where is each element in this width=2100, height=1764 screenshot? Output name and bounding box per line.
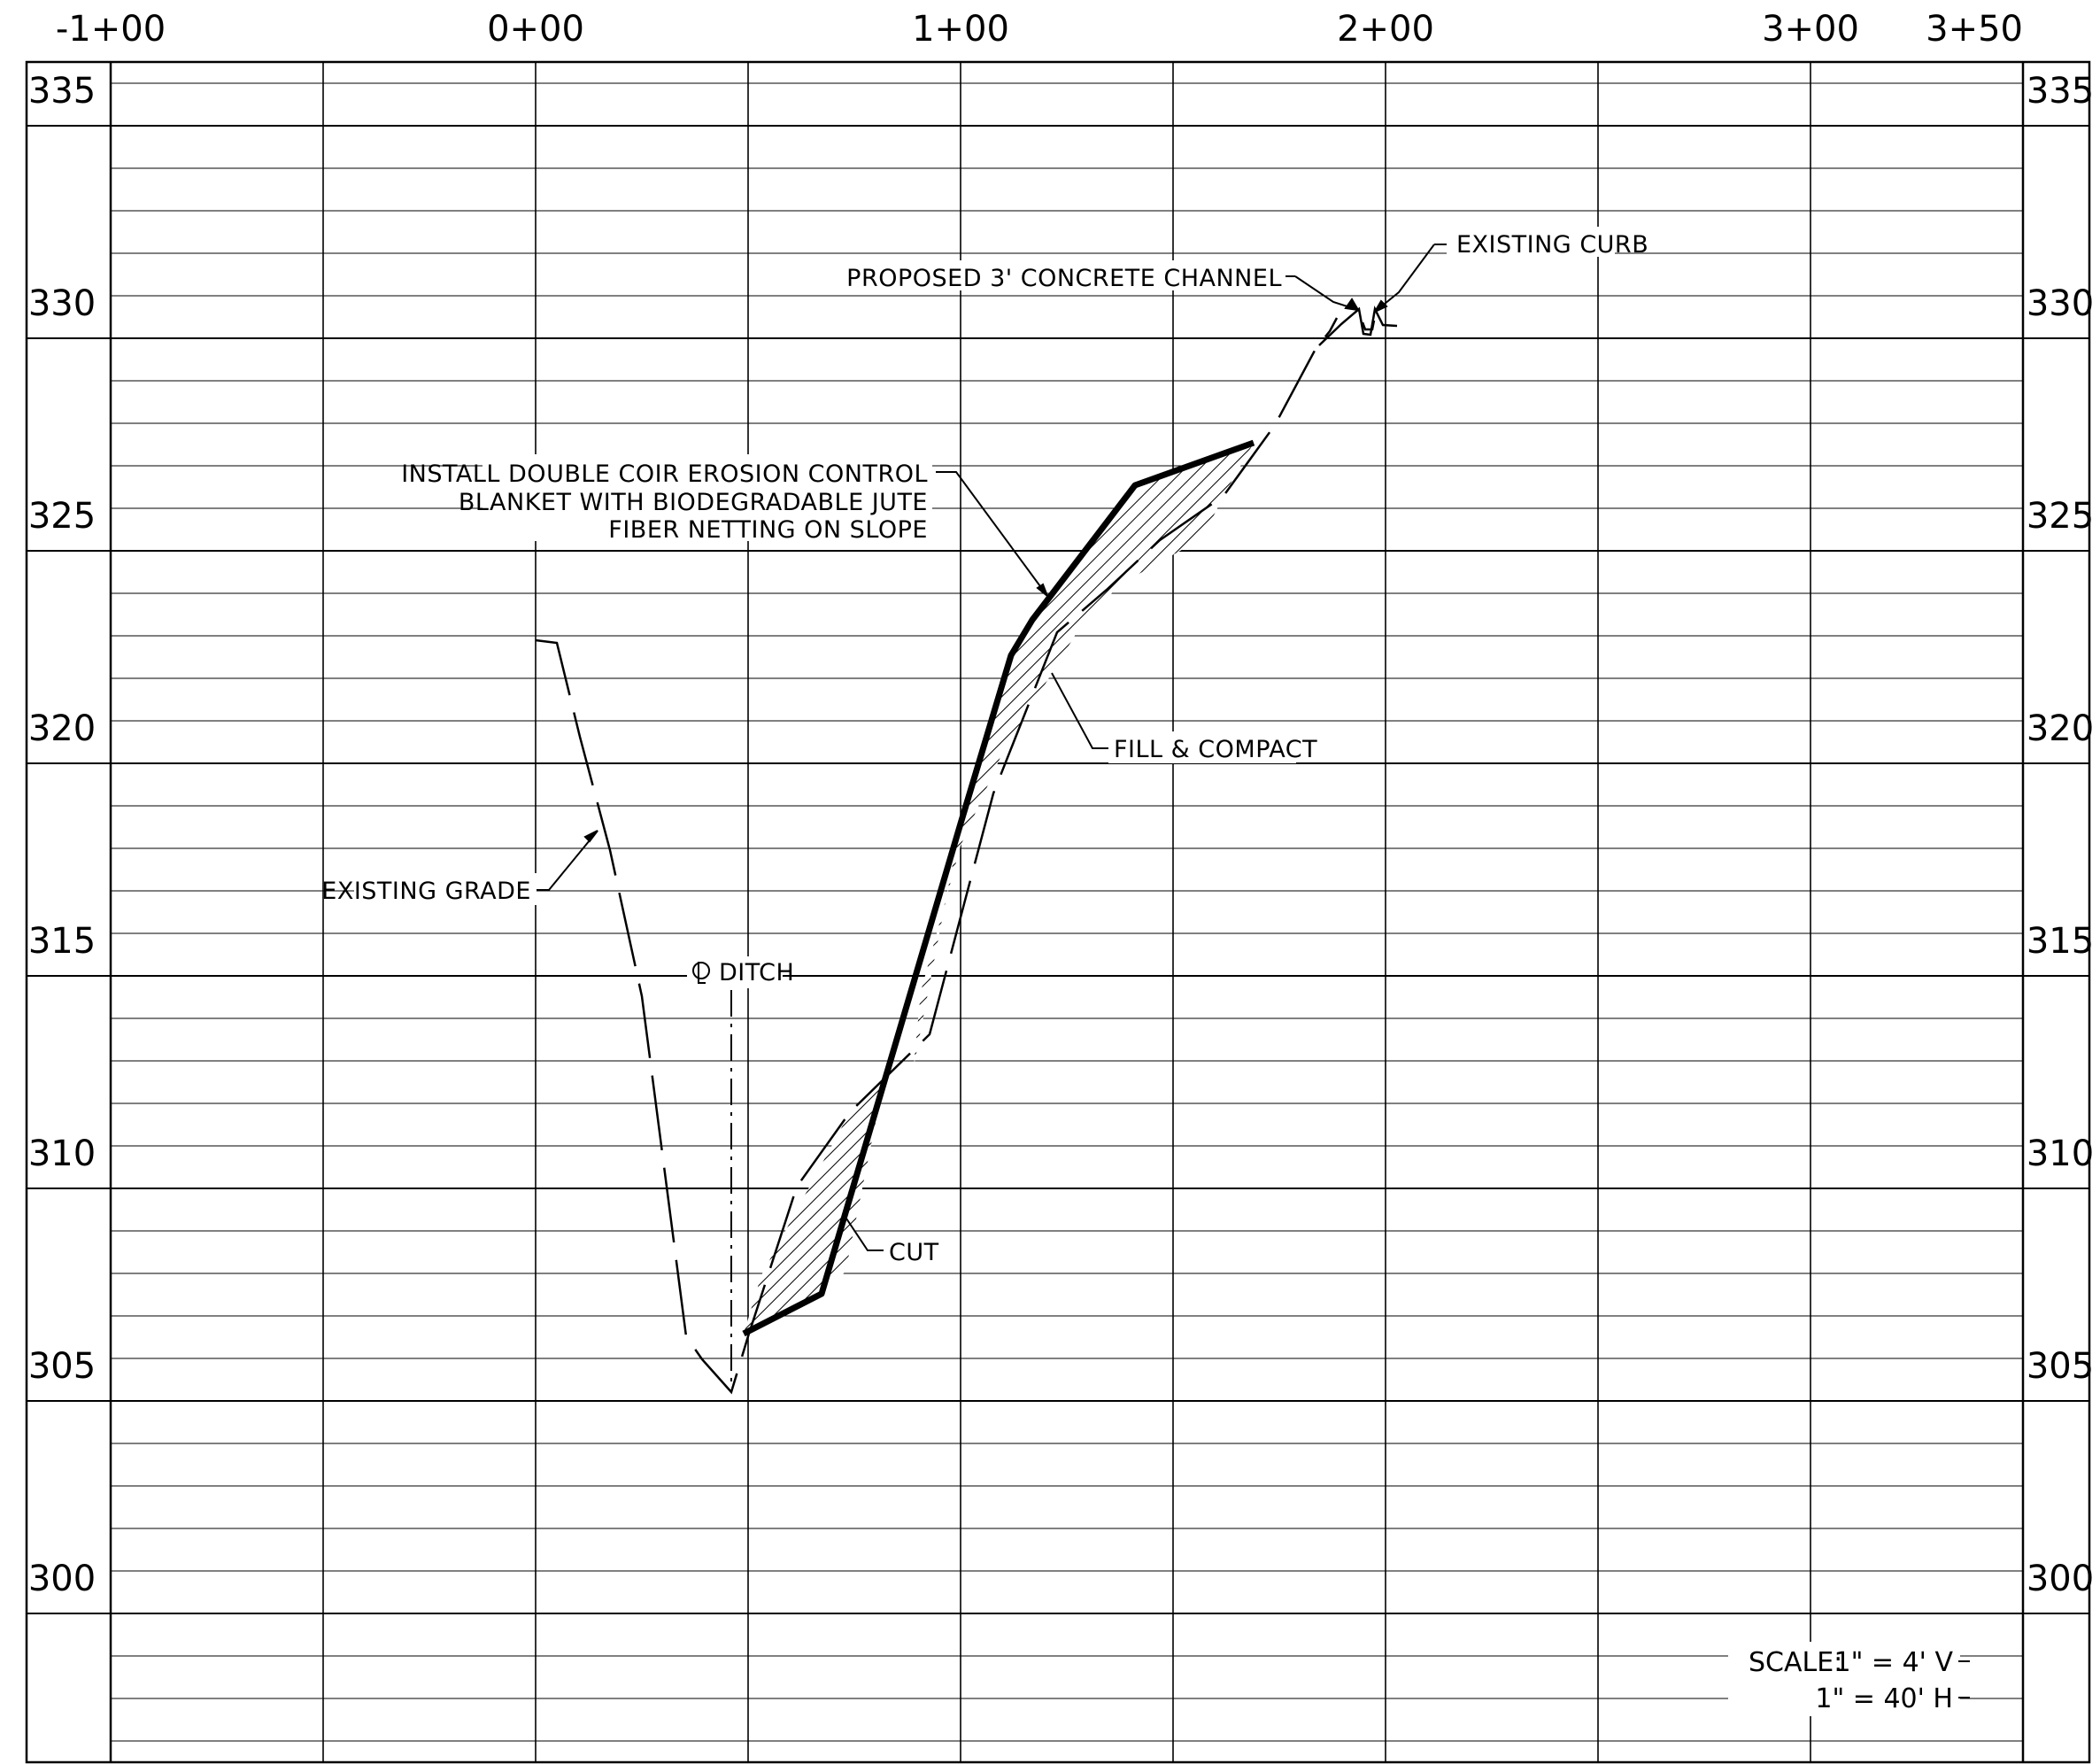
station-label: 0+00 bbox=[487, 9, 584, 50]
station-label: -1+00 bbox=[56, 9, 166, 50]
elevation-label: 310 bbox=[28, 1133, 96, 1174]
existing-grade-label: EXISTING GRADE bbox=[321, 878, 531, 905]
grid bbox=[27, 62, 2089, 1762]
elevation-label: 335 bbox=[28, 71, 96, 112]
scale-note: SCALE: 1" = 4' V 1" = 40' H bbox=[1728, 1642, 1970, 1716]
elevation-label: 315 bbox=[28, 921, 96, 962]
elevation-label: 330 bbox=[28, 283, 96, 324]
elevation-label: 325 bbox=[2027, 496, 2094, 537]
elevation-label: 320 bbox=[28, 708, 96, 749]
station-label: 3+50 bbox=[1926, 9, 2023, 50]
elevation-label: 325 bbox=[28, 496, 96, 537]
fill-compact-label: FILL & COMPACT bbox=[1114, 736, 1317, 763]
erosion-blanket-label-line3: FIBER NETTING ON SLOPE bbox=[608, 516, 928, 544]
station-label: 1+00 bbox=[912, 9, 1009, 50]
elevation-label: 315 bbox=[2027, 921, 2094, 962]
scale-vertical: 1" = 4' V bbox=[1834, 1647, 1954, 1678]
elevation-label: 300 bbox=[28, 1559, 96, 1599]
station-label: 2+00 bbox=[1337, 9, 1434, 50]
elevation-label: 320 bbox=[2027, 708, 2094, 749]
elevation-label: 305 bbox=[2027, 1346, 2094, 1387]
existing-curb-label: EXISTING CURB bbox=[1456, 231, 1648, 259]
elevation-label: 330 bbox=[2027, 283, 2094, 324]
elevation-labels-right: 335 330 325 320 315 310 305 300 bbox=[2027, 71, 2094, 1599]
erosion-blanket-label-line2: BLANKET WITH BIODEGRADABLE JUTE bbox=[459, 489, 928, 516]
cut-label: CUT bbox=[889, 1239, 939, 1266]
elevation-label: 305 bbox=[28, 1346, 96, 1387]
erosion-blanket-label-line1: INSTALL DOUBLE COIR EROSION CONTROL bbox=[401, 460, 928, 488]
ditch-centerline-label: DITCH bbox=[719, 959, 794, 986]
station-label: 3+00 bbox=[1762, 9, 1859, 50]
scale-horizontal: 1" = 40' H bbox=[1815, 1683, 1953, 1714]
elevation-labels-left: 335 330 325 320 315 310 305 300 bbox=[28, 71, 96, 1599]
outer-frame bbox=[27, 62, 2089, 1762]
elevation-label: 310 bbox=[2027, 1133, 2094, 1174]
elevation-label: 335 bbox=[2027, 71, 2094, 112]
station-labels: -1+00 0+00 1+00 2+00 3+00 3+50 bbox=[56, 9, 2023, 50]
proposed-channel-label: PROPOSED 3' CONCRETE CHANNEL bbox=[846, 265, 1282, 292]
scale-label: SCALE: bbox=[1749, 1647, 1842, 1678]
elevation-label: 300 bbox=[2027, 1559, 2094, 1599]
